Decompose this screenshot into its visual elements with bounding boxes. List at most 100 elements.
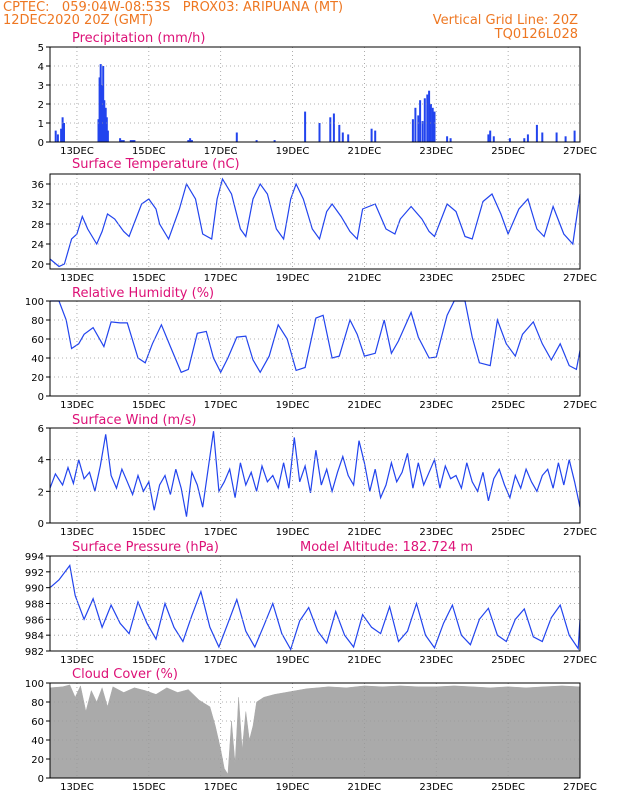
cloud-xtick-label: 27DEC	[563, 782, 597, 793]
precip-bar	[119, 138, 122, 142]
temp-xtick-label: 23DEC	[419, 273, 453, 284]
rh-ytick-label: 40	[31, 354, 44, 365]
cloud-area	[49, 684, 581, 779]
pres-xtick-label: 21DEC	[348, 655, 382, 666]
cloud-ytick-label: 100	[25, 679, 44, 690]
precip-frame	[49, 46, 581, 143]
cloud-frame	[49, 682, 581, 779]
rh-ytick-label: 20	[31, 373, 44, 384]
rh-xtick-label: 13DEC	[60, 400, 94, 411]
cloud-panel: 0 20 40 60 80 100 13DEC 15DEC 17DEC 19DEC 21DEC 23D…	[25, 667, 597, 793]
precip-bar	[63, 123, 65, 142]
rh-xtick-label: 21DEC	[348, 400, 382, 411]
rh-xtick-label: 27DEC	[563, 400, 597, 411]
precip-ytick-label: 3	[38, 81, 44, 92]
pres-line	[49, 564, 581, 651]
precip-bar	[446, 136, 449, 142]
precip-bar	[99, 64, 102, 142]
temp-line	[49, 177, 581, 268]
temp-title: Surface Temperature (nC)	[72, 157, 240, 172]
precip-bar	[523, 138, 526, 142]
precip-xtick-label: 15DEC	[132, 146, 166, 157]
pres-ytick-label: 992	[25, 568, 44, 579]
cloud-ytick-label: 60	[31, 717, 44, 728]
precip-bar	[329, 117, 332, 142]
header-date: 12DEC2020 20Z (GMT)	[3, 13, 154, 28]
pres-xtick-label: 19DEC	[276, 655, 310, 666]
pres-frame	[49, 555, 581, 652]
wind-xtick-label: 17DEC	[204, 527, 238, 538]
precip-bar	[122, 140, 125, 142]
precip-bar	[487, 134, 490, 142]
precip-bar	[273, 140, 276, 142]
precip-bar	[332, 113, 335, 142]
precip-bar	[421, 121, 424, 142]
cloud-xtick-label: 15DEC	[132, 782, 166, 793]
precip-bar	[374, 130, 377, 142]
temp-ytick-label: 36	[31, 180, 44, 191]
pres-ytick-label: 990	[25, 584, 44, 595]
wind-xtick-label: 27DEC	[563, 527, 597, 538]
wind-xtick-label: 23DEC	[419, 527, 453, 538]
precip-bar	[449, 138, 452, 142]
cloud-xtick-label: 23DEC	[419, 782, 453, 793]
precip-ytick-label: 1	[38, 119, 44, 130]
cloud-xtick-label: 17DEC	[204, 782, 238, 793]
wind-frame	[49, 427, 581, 524]
wind-xtick-label: 25DEC	[491, 527, 525, 538]
precip-bar	[370, 128, 373, 142]
precip-title: Precipitation (mm/h)	[72, 31, 205, 46]
rh-xtick-label: 25DEC	[491, 400, 525, 411]
temp-panel: 20 24 28 32 36 13DEC 15DEC 17DEC 19DEC 21DEC 23DEC…	[31, 157, 597, 284]
wind-xtick-label: 19DEC	[276, 527, 310, 538]
precip-bar	[106, 130, 109, 142]
temp-xtick-label: 19DEC	[276, 273, 310, 284]
precip-bar	[428, 90, 431, 142]
header-model-code: TQ0126L028	[494, 27, 578, 42]
precip-bar	[535, 124, 538, 142]
pres-panel: 982 984 986 988 990 992 994 13DEC 15DEC 17DEC 19DE…	[25, 540, 597, 666]
precip-xtick-label: 17DEC	[204, 146, 238, 157]
precip-bar	[489, 130, 492, 142]
precip-bar	[541, 132, 544, 142]
precip-bar	[60, 128, 63, 142]
precip-bar	[423, 98, 426, 142]
pres-xtick-label: 23DEC	[419, 655, 453, 666]
cloud-ytick-label: 40	[31, 736, 44, 747]
pres-ytick-label: 994	[25, 552, 44, 563]
precip-bar	[564, 136, 567, 142]
cloud-ytick-label: 80	[31, 698, 44, 709]
wind-ytick-label: 4	[38, 456, 44, 467]
precip-ytick-label: 5	[38, 43, 44, 54]
precip-bar	[105, 117, 108, 142]
temp-xtick-label: 25DEC	[491, 273, 525, 284]
header-grid-line: Vertical Grid Line: 20Z	[432, 13, 578, 28]
rh-ytick-label: 100	[25, 297, 44, 308]
precip-ytick-label: 0	[38, 138, 44, 149]
precip-bar	[492, 136, 495, 142]
precip-bar	[131, 140, 134, 142]
temp-ytick-label: 32	[31, 200, 44, 211]
precip-xtick-label: 23DEC	[419, 146, 453, 157]
precip-bar	[255, 140, 258, 142]
wind-line	[49, 431, 581, 517]
precip-bar	[414, 107, 417, 142]
precip-bar	[56, 134, 59, 142]
wind-panel: 0 2 4 6 13DEC 15DEC 17DEC 19DEC 21DEC 23DEC 25DEC 2…	[38, 413, 597, 538]
cloud-ytick-label: 0	[38, 774, 44, 785]
precip-xtick-label: 19DEC	[276, 146, 310, 157]
precip-bar	[304, 111, 307, 142]
temp-xtick-label: 13DEC	[60, 273, 94, 284]
pres-ytick-label: 982	[25, 647, 44, 658]
rh-line	[50, 300, 581, 374]
precip-ytick-label: 2	[38, 100, 44, 111]
precip-bar	[98, 77, 101, 142]
precip-bar	[190, 140, 193, 142]
pres-xtick-label: 25DEC	[491, 655, 525, 666]
precip-bar	[189, 138, 192, 142]
cloud-title: Cloud Cover (%)	[72, 667, 178, 682]
cloud-xtick-label: 21DEC	[348, 782, 382, 793]
temp-ytick-label: 28	[31, 220, 44, 231]
precip-bar	[318, 123, 321, 142]
